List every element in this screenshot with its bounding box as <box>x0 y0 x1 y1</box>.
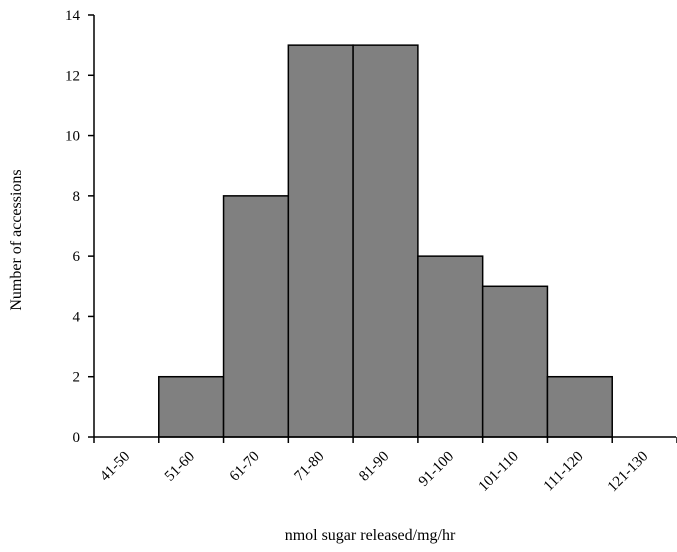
x-tick-label: 101-110 <box>476 449 522 495</box>
y-tick-label: 0 <box>73 430 81 446</box>
axes-layer <box>88 14 677 443</box>
y-tick-label: 14 <box>65 8 81 24</box>
x-tick-label: 81-90 <box>356 449 392 485</box>
y-tick-label: 12 <box>65 68 80 84</box>
bars-layer <box>158 44 613 438</box>
bar-101-110 <box>481 285 549 438</box>
y-tick-label: 8 <box>73 189 81 205</box>
y-tick-label: 2 <box>73 370 81 386</box>
y-axis-title: Number of accessions <box>8 169 25 310</box>
bar-61-70 <box>222 195 290 438</box>
y-tick-label: 10 <box>65 129 80 145</box>
x-tick-label: 121-130 <box>605 449 652 496</box>
x-axis-title: nmol sugar released/mg/hr <box>285 527 456 544</box>
bar-51-60 <box>158 375 225 438</box>
x-tick-label: 41-50 <box>97 449 133 485</box>
bar-71-80 <box>287 44 354 438</box>
y-tick-label: 4 <box>73 309 81 325</box>
x-tick-label: 91-100 <box>416 449 457 490</box>
x-tick-label: 71-80 <box>291 449 327 485</box>
bar-91-100 <box>417 255 484 438</box>
y-tick-label: 6 <box>73 249 81 265</box>
bar-111-120 <box>546 375 613 438</box>
x-tick-label: 111-120 <box>541 449 587 495</box>
bar-81-90 <box>352 44 419 438</box>
x-tick-label: 51-60 <box>162 449 198 485</box>
x-tick-label: 61-70 <box>227 449 263 485</box>
